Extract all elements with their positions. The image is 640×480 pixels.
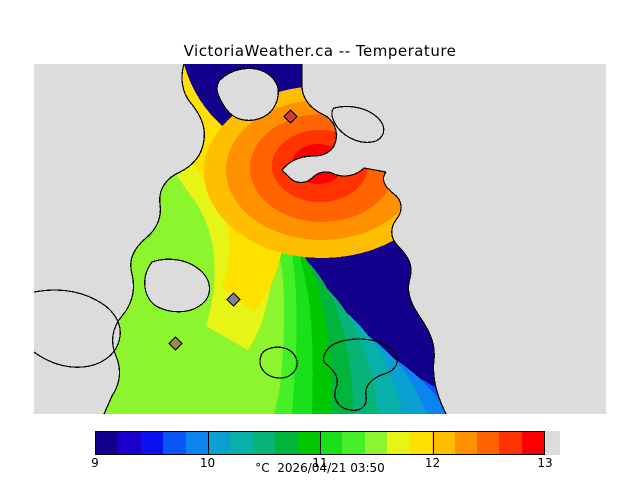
colorbar-tick (207, 431, 209, 455)
station-marker (283, 109, 298, 124)
colorbar-segment (185, 432, 209, 454)
colorbar-segment (476, 432, 500, 454)
colorbar-segment (96, 432, 119, 454)
land-region (34, 64, 606, 414)
coastlines (34, 64, 447, 414)
colorbar[interactable]: 9 10 11 12 13 (91, 431, 560, 470)
colorbar-segment (118, 432, 141, 454)
colorbar-segment (409, 432, 433, 454)
station-marker (168, 336, 183, 351)
colorbar-segment (208, 432, 231, 454)
colorbar-tick (320, 431, 321, 455)
station-markers (168, 109, 298, 351)
land-region (282, 64, 606, 414)
colorbar-segment (230, 432, 253, 454)
colorbar-overflow-swatch (545, 431, 560, 455)
page-title: VictoriaWeather.ca -- Temperature (183, 42, 457, 60)
colorbar-tick (432, 431, 434, 455)
colorbar-segment (454, 432, 477, 454)
colorbar-segment (140, 432, 164, 454)
colorbar-segment (252, 432, 276, 454)
colorbar-segment (163, 432, 186, 454)
land-region (217, 68, 279, 121)
land-region (331, 106, 384, 143)
colorbar-segment (387, 432, 410, 454)
land-mask (34, 64, 606, 414)
colorbar-segment (320, 432, 343, 454)
colorbar-segment (432, 432, 455, 454)
colorbar-segment (364, 432, 388, 454)
colorbar-segment (342, 432, 365, 454)
colorbar-segment (499, 432, 522, 454)
colorbar-segment (275, 432, 298, 454)
colorbar-tick-label: 13 (537, 456, 553, 470)
colorbar-tick-label: 10 (199, 456, 216, 470)
colorbar-tick-label: 9 (91, 456, 99, 470)
land-region (144, 259, 210, 312)
colorbar-tick-label: 12 (424, 456, 441, 470)
station-marker (226, 292, 241, 307)
contour-plot-svg (34, 64, 606, 414)
temperature-map (34, 64, 606, 414)
colorbar-segment (521, 432, 545, 454)
colorbar-caption: °C 2026/04/21 03:50 (255, 461, 385, 475)
colorbar-segment (297, 432, 321, 454)
land-region (34, 290, 121, 368)
colorbar-tick-label: 11 (312, 456, 328, 470)
